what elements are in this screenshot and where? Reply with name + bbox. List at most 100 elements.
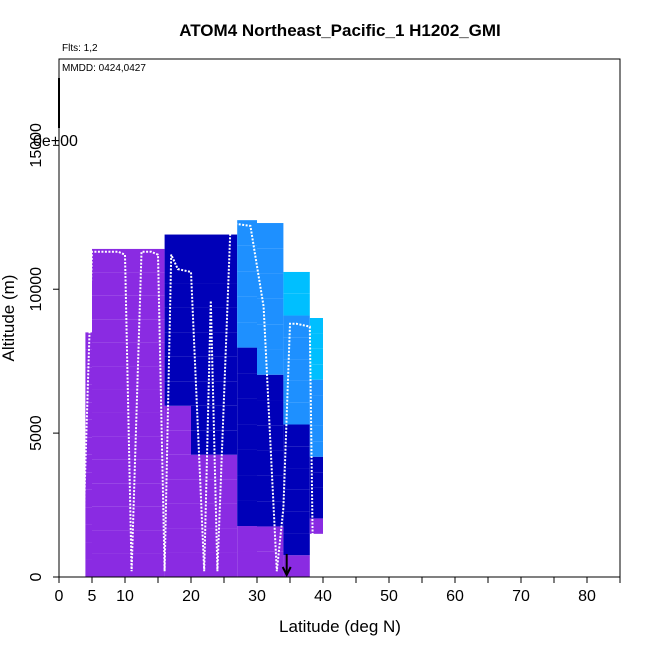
heatmap-cell bbox=[164, 234, 191, 260]
heatmap-cell bbox=[237, 526, 257, 552]
heatmap-cell bbox=[191, 503, 238, 529]
heatmap-cell bbox=[125, 412, 165, 437]
heatmap-cell bbox=[191, 356, 238, 382]
x-tick-label: 0 bbox=[55, 588, 64, 605]
x-tick-label: 40 bbox=[314, 588, 332, 605]
heatmap-cell bbox=[237, 398, 257, 425]
heatmap-cell bbox=[191, 528, 238, 553]
heatmap-cell bbox=[257, 551, 284, 577]
heatmap-cell bbox=[237, 424, 257, 450]
x-tick-label: 20 bbox=[182, 588, 200, 605]
heatmap-cell bbox=[85, 542, 92, 560]
heatmap-cell bbox=[125, 530, 165, 554]
heatmap-cell bbox=[92, 342, 125, 367]
x-tick-label: 5 bbox=[88, 588, 97, 605]
heatmap-cell bbox=[257, 248, 284, 274]
heatmap-cell bbox=[92, 389, 125, 413]
heatmap-cell bbox=[237, 296, 257, 323]
x-tick-label: 60 bbox=[446, 588, 464, 605]
y-axis-label: Altitude (m) bbox=[0, 275, 18, 362]
marker-arrow bbox=[281, 553, 292, 578]
heatmap-cell bbox=[283, 293, 310, 316]
y-axis: 0 5000 10000 15000 bbox=[28, 123, 59, 581]
heatmap-cell bbox=[164, 430, 191, 455]
heatmap-cell bbox=[283, 468, 310, 490]
heatmap-cell bbox=[283, 533, 310, 556]
heatmap-cell bbox=[309, 348, 323, 365]
heatmap-cell bbox=[237, 245, 257, 272]
heatmap-cell bbox=[164, 479, 191, 504]
heatmap-cell bbox=[309, 425, 323, 442]
heatmap-cell bbox=[125, 483, 165, 507]
colorbar-stub-label: 0e+00 bbox=[33, 133, 78, 150]
heatmap-cell bbox=[92, 248, 125, 273]
x-tick-label: 70 bbox=[512, 588, 530, 605]
heatmap-cell bbox=[85, 489, 92, 508]
heatmap-cell bbox=[125, 506, 165, 531]
chart-title: ATOM4 Northeast_Pacific_1 H1202_GMI bbox=[179, 21, 501, 40]
heatmap-cell bbox=[85, 507, 92, 525]
heatmap-cell bbox=[191, 381, 238, 406]
heatmap-cell bbox=[257, 501, 284, 527]
heatmap-cell bbox=[125, 553, 165, 577]
heatmap-cell bbox=[237, 322, 257, 348]
heatmap-cell bbox=[85, 367, 92, 385]
heatmap-cell bbox=[309, 456, 323, 473]
heatmap-cell bbox=[85, 454, 92, 473]
heatmap-cell bbox=[164, 307, 191, 333]
heatmap-cell bbox=[283, 424, 310, 447]
heatmap-cell bbox=[309, 318, 323, 334]
heatmap-cell bbox=[309, 395, 323, 411]
heatmap-cell bbox=[85, 332, 92, 350]
heatmap-cell bbox=[237, 500, 257, 527]
heatmap-cell bbox=[191, 479, 238, 504]
heatmap-cell bbox=[92, 553, 125, 577]
heatmap-cell bbox=[283, 380, 310, 403]
y-tick-label: 15000 bbox=[28, 123, 45, 168]
heatmap-cell bbox=[237, 347, 257, 374]
heatmap-cell bbox=[125, 272, 165, 296]
x-tick-label: 50 bbox=[380, 588, 398, 605]
heatmap-cell bbox=[125, 295, 165, 320]
heatmap-cell bbox=[85, 419, 92, 438]
heatmap-cell bbox=[257, 374, 284, 401]
heatmap-cell bbox=[92, 530, 125, 554]
x-tick-label: 10 bbox=[116, 588, 134, 605]
heatmap-cell bbox=[164, 283, 191, 308]
heatmap-cell bbox=[92, 295, 125, 320]
arrow-head bbox=[281, 566, 292, 578]
heatmap-cell bbox=[85, 349, 92, 368]
heatmap-cell bbox=[237, 449, 257, 476]
heatmap-cell bbox=[125, 366, 165, 390]
heatmap-cell bbox=[257, 298, 284, 325]
heatmap-cell bbox=[164, 528, 191, 553]
heatmap-cell bbox=[283, 271, 310, 294]
heatmap-cell bbox=[191, 283, 238, 308]
heatmap-cell bbox=[85, 437, 92, 455]
heatmap-cell bbox=[257, 223, 284, 249]
heatmap-cell bbox=[92, 272, 125, 296]
heatmap-cell bbox=[283, 402, 310, 425]
heatmap-cell bbox=[237, 271, 257, 297]
heatmap-cell bbox=[92, 483, 125, 507]
heatmap-cell bbox=[309, 410, 323, 426]
heatmap-cell bbox=[257, 400, 284, 426]
dates-label: MMDD: 0424,0427 bbox=[62, 63, 146, 74]
heatmap-cell bbox=[164, 405, 191, 431]
heatmap-cell bbox=[125, 319, 165, 343]
y-tick-label: 0 bbox=[28, 572, 45, 581]
heatmap-cell bbox=[309, 333, 323, 349]
heatmap-cell bbox=[237, 475, 257, 501]
heatmap-cell bbox=[257, 324, 284, 350]
heatmap-cell bbox=[191, 259, 238, 284]
heatmap-cell bbox=[257, 349, 284, 375]
heatmap-cell bbox=[125, 459, 165, 484]
heatmap-cell bbox=[237, 373, 257, 399]
heatmap-cell bbox=[309, 441, 323, 457]
heatmap-cell bbox=[92, 459, 125, 484]
heatmap-cell bbox=[191, 332, 238, 357]
heatmap-cell bbox=[164, 454, 191, 480]
heatmap-cell bbox=[92, 506, 125, 531]
heatmap-cell bbox=[125, 342, 165, 367]
heatmap-cell bbox=[309, 379, 323, 396]
